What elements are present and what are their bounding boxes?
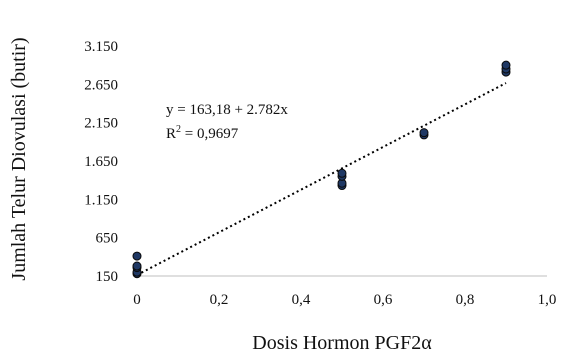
x-tick-label: 0,2 — [210, 292, 229, 308]
trendline — [136, 82, 507, 276]
x-tick-label: 1,0 — [538, 292, 557, 308]
x-tick-label: 0 — [133, 292, 141, 308]
data-points — [132, 60, 511, 279]
data-point — [419, 128, 429, 138]
x-axis-label: Dosis Hormon PGF2α — [252, 332, 432, 354]
x-axis-ticks: 0 0,2 0,4 0,6 0,8 1,0 — [133, 292, 556, 308]
y-tick-label: 2.650 — [84, 77, 118, 93]
y-tick-label: 650 — [96, 231, 119, 247]
y-tick-label: 1.150 — [84, 192, 118, 208]
y-tick-label: 1.650 — [84, 154, 118, 170]
y-axis-ticks: 150 650 1.150 1.650 2.150 2.650 3.150 — [84, 39, 118, 285]
x-tick-label: 0,4 — [292, 292, 311, 308]
data-point — [132, 261, 142, 271]
x-tick-label: 0,8 — [456, 292, 475, 308]
data-point — [132, 251, 142, 261]
y-tick-label: 150 — [96, 269, 119, 285]
r-squared-label: R2 = 0,9697 — [166, 124, 239, 142]
data-point — [501, 60, 511, 70]
y-axis-label: Jumlah Telur Diovulasi (butir) — [8, 37, 30, 280]
y-tick-label: 2.150 — [84, 116, 118, 132]
y-tick-label: 3.150 — [84, 39, 118, 55]
data-point — [337, 168, 347, 178]
trendline-equation: y = 163,18 + 2.782x — [166, 102, 288, 118]
x-tick-label: 0,6 — [374, 292, 393, 308]
